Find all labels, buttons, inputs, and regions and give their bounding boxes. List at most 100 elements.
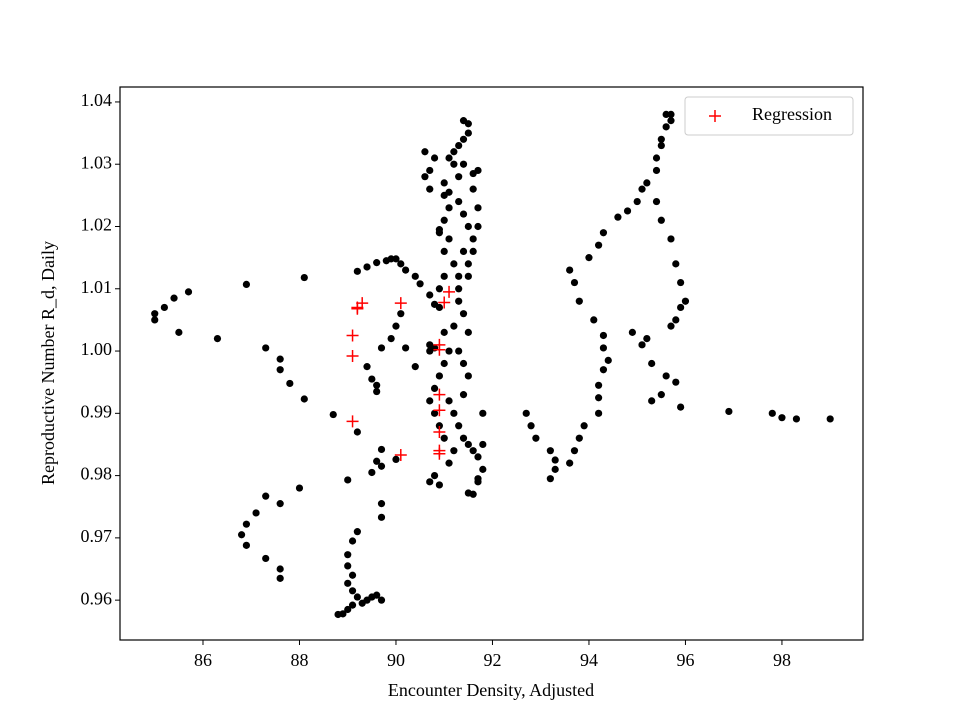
point bbox=[402, 344, 410, 352]
point bbox=[652, 154, 661, 162]
point bbox=[479, 465, 487, 473]
point bbox=[459, 359, 468, 368]
legend-label: Regression bbox=[752, 104, 832, 124]
point bbox=[421, 148, 429, 156]
x-tick-label: 96 bbox=[676, 650, 694, 670]
point bbox=[440, 191, 448, 199]
point bbox=[667, 117, 675, 125]
point bbox=[522, 409, 530, 417]
point bbox=[433, 343, 446, 356]
point bbox=[599, 331, 608, 340]
point bbox=[459, 210, 468, 218]
point bbox=[450, 409, 458, 417]
point bbox=[677, 303, 685, 312]
point bbox=[356, 297, 369, 310]
point bbox=[426, 291, 434, 299]
point bbox=[276, 355, 284, 363]
point bbox=[373, 457, 381, 465]
point bbox=[778, 414, 786, 422]
point bbox=[300, 395, 308, 403]
point bbox=[455, 173, 463, 181]
point bbox=[459, 310, 468, 318]
point bbox=[662, 372, 670, 380]
point bbox=[348, 587, 357, 595]
point bbox=[329, 410, 337, 419]
point bbox=[276, 565, 284, 573]
point bbox=[595, 381, 603, 389]
point bbox=[151, 310, 159, 318]
point bbox=[300, 273, 308, 282]
point bbox=[464, 260, 472, 268]
point bbox=[184, 288, 193, 296]
point bbox=[672, 316, 680, 324]
point bbox=[394, 297, 407, 310]
point bbox=[566, 459, 574, 467]
point bbox=[445, 204, 453, 212]
point bbox=[445, 154, 453, 162]
point bbox=[445, 459, 453, 467]
point bbox=[411, 272, 419, 280]
point bbox=[445, 235, 453, 243]
y-tick-label: 0.97 bbox=[81, 526, 113, 546]
point bbox=[648, 359, 656, 368]
point bbox=[445, 397, 453, 405]
point bbox=[348, 571, 357, 579]
point bbox=[450, 322, 458, 330]
legend-marker bbox=[709, 110, 721, 122]
point bbox=[440, 328, 448, 336]
x-tick-label: 90 bbox=[387, 650, 405, 670]
point bbox=[657, 135, 665, 143]
x-tick-label: 98 bbox=[773, 650, 791, 670]
point bbox=[464, 372, 472, 380]
point bbox=[657, 391, 665, 399]
point bbox=[455, 272, 463, 280]
point bbox=[402, 266, 410, 274]
point bbox=[262, 344, 270, 352]
y-tick-label: 1.03 bbox=[81, 152, 113, 172]
point bbox=[435, 422, 443, 430]
point bbox=[433, 447, 446, 460]
point bbox=[455, 297, 463, 305]
y-tick-label: 0.98 bbox=[81, 464, 113, 484]
point bbox=[344, 476, 352, 484]
point bbox=[377, 513, 386, 521]
point bbox=[175, 328, 183, 336]
point bbox=[286, 379, 294, 388]
point bbox=[677, 403, 685, 411]
point bbox=[459, 434, 468, 442]
point bbox=[392, 322, 400, 330]
point bbox=[474, 166, 482, 175]
point bbox=[276, 574, 284, 582]
point bbox=[262, 492, 270, 500]
point bbox=[392, 455, 400, 464]
point bbox=[459, 160, 468, 168]
point bbox=[397, 310, 405, 318]
point bbox=[469, 185, 477, 193]
point bbox=[440, 272, 448, 280]
point bbox=[151, 316, 159, 324]
point bbox=[585, 254, 593, 262]
point bbox=[479, 440, 487, 449]
point bbox=[346, 415, 359, 428]
point bbox=[421, 173, 429, 181]
point bbox=[443, 285, 456, 298]
point bbox=[614, 213, 622, 221]
point bbox=[237, 531, 246, 539]
point bbox=[373, 387, 381, 396]
point bbox=[242, 541, 251, 549]
point bbox=[377, 344, 386, 352]
point bbox=[595, 409, 603, 417]
point bbox=[464, 328, 472, 336]
point bbox=[377, 445, 386, 454]
point bbox=[455, 285, 463, 293]
point bbox=[595, 241, 603, 249]
point bbox=[344, 562, 352, 570]
point bbox=[358, 599, 366, 607]
point bbox=[377, 596, 386, 604]
point bbox=[435, 229, 443, 237]
point bbox=[426, 166, 434, 175]
point bbox=[430, 154, 439, 162]
point bbox=[725, 407, 733, 416]
point bbox=[474, 222, 482, 231]
x-tick-label: 92 bbox=[483, 650, 501, 670]
